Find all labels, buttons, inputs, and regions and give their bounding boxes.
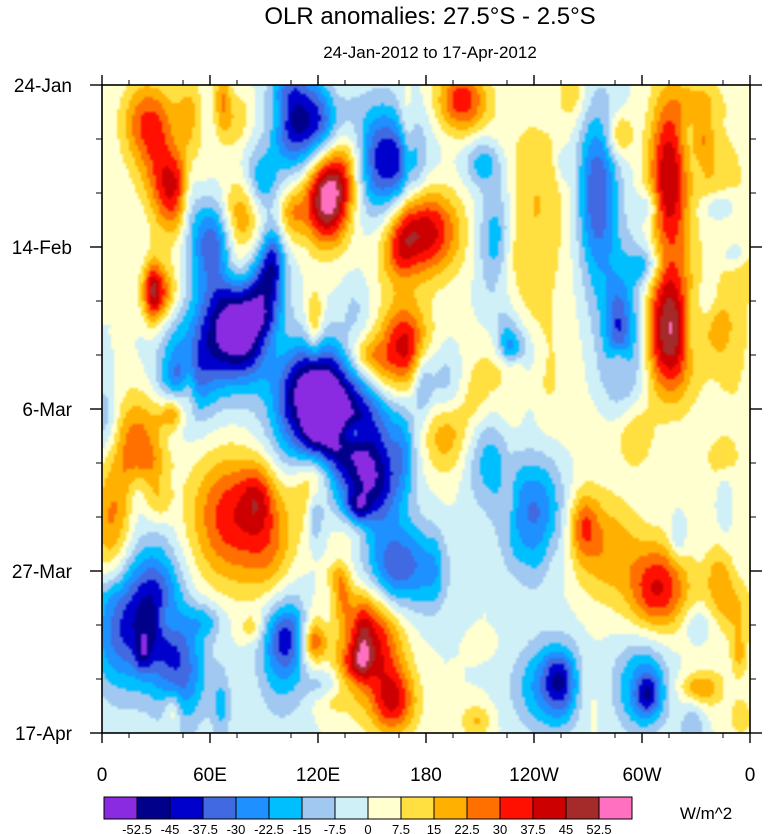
- x-tick-label: 120E: [296, 765, 340, 786]
- colorbar-label: -7.5: [324, 822, 346, 834]
- colorbar-label: 52.5: [586, 822, 611, 834]
- colorbar-box: [499, 796, 534, 820]
- chart-subtitle: 24-Jan-2012 to 17-Apr-2012: [323, 43, 537, 62]
- y-tick-label: 6-Mar: [22, 400, 72, 421]
- colorbar-box: [202, 796, 237, 820]
- y-tick-label: 17-Apr: [15, 724, 73, 745]
- y-tick-label: 14-Feb: [12, 238, 72, 259]
- x-tick-label: 60E: [193, 765, 227, 786]
- colorbar-box: [400, 796, 435, 820]
- colorbar-label: -15: [293, 822, 312, 834]
- colorbar-label: 22.5: [454, 822, 479, 834]
- colorbar-box: [169, 796, 204, 820]
- axes: 0 60E 120E 180 120W 60W 0 24-Jan 14-Feb 6-Mar 27-M…: [12, 75, 762, 786]
- colorbar-box: [268, 796, 303, 820]
- x-tick-label: 0: [97, 765, 108, 786]
- colorbar-label: 7.5: [392, 822, 410, 834]
- y-tick-label: 24-Jan: [14, 76, 72, 97]
- colorbar-label: -37.5: [188, 822, 218, 834]
- y-tick-label: 27-Mar: [12, 562, 73, 583]
- x-tick-label: 120W: [509, 765, 559, 786]
- colorbar-label: -22.5: [254, 822, 284, 834]
- colorbar-box: [433, 796, 468, 820]
- colorbar-box: [598, 796, 633, 820]
- colorbar-box: [367, 796, 402, 820]
- x-tick-label: 0: [745, 765, 756, 786]
- x-tick-label: 180: [410, 765, 442, 786]
- x-tick-label: 60W: [622, 765, 661, 786]
- colorbar-label: 45: [559, 822, 573, 834]
- colorbar-box: [136, 796, 171, 820]
- colorbar-box: [103, 796, 138, 820]
- colorbar-label: 37.5: [520, 822, 545, 834]
- colorbar-label: 0: [364, 822, 371, 834]
- colorbar-label: -30: [227, 822, 246, 834]
- colorbar-unit: W/m^2: [680, 804, 732, 823]
- plot-area: [102, 85, 750, 733]
- colorbar-label: -45: [161, 822, 180, 834]
- colorbar-label: -52.5: [122, 822, 152, 834]
- colorbar-box: [565, 796, 600, 820]
- colorbar-box: [334, 796, 369, 820]
- colorbar-box: [532, 796, 567, 820]
- heatmap-field: [102, 85, 750, 733]
- colorbar-box: [235, 796, 270, 820]
- colorbar-box: [301, 796, 336, 820]
- colorbar: -52.5 -45 -37.5 -30 -22.5 -15 -7.5 0 7.5 15 22.5 30…: [103, 796, 732, 834]
- colorbar-label: 30: [493, 822, 507, 834]
- chart-title: OLR anomalies: 27.5°S - 2.5°S: [264, 3, 595, 30]
- colorbar-box: [466, 796, 501, 820]
- colorbar-label: 15: [427, 822, 441, 834]
